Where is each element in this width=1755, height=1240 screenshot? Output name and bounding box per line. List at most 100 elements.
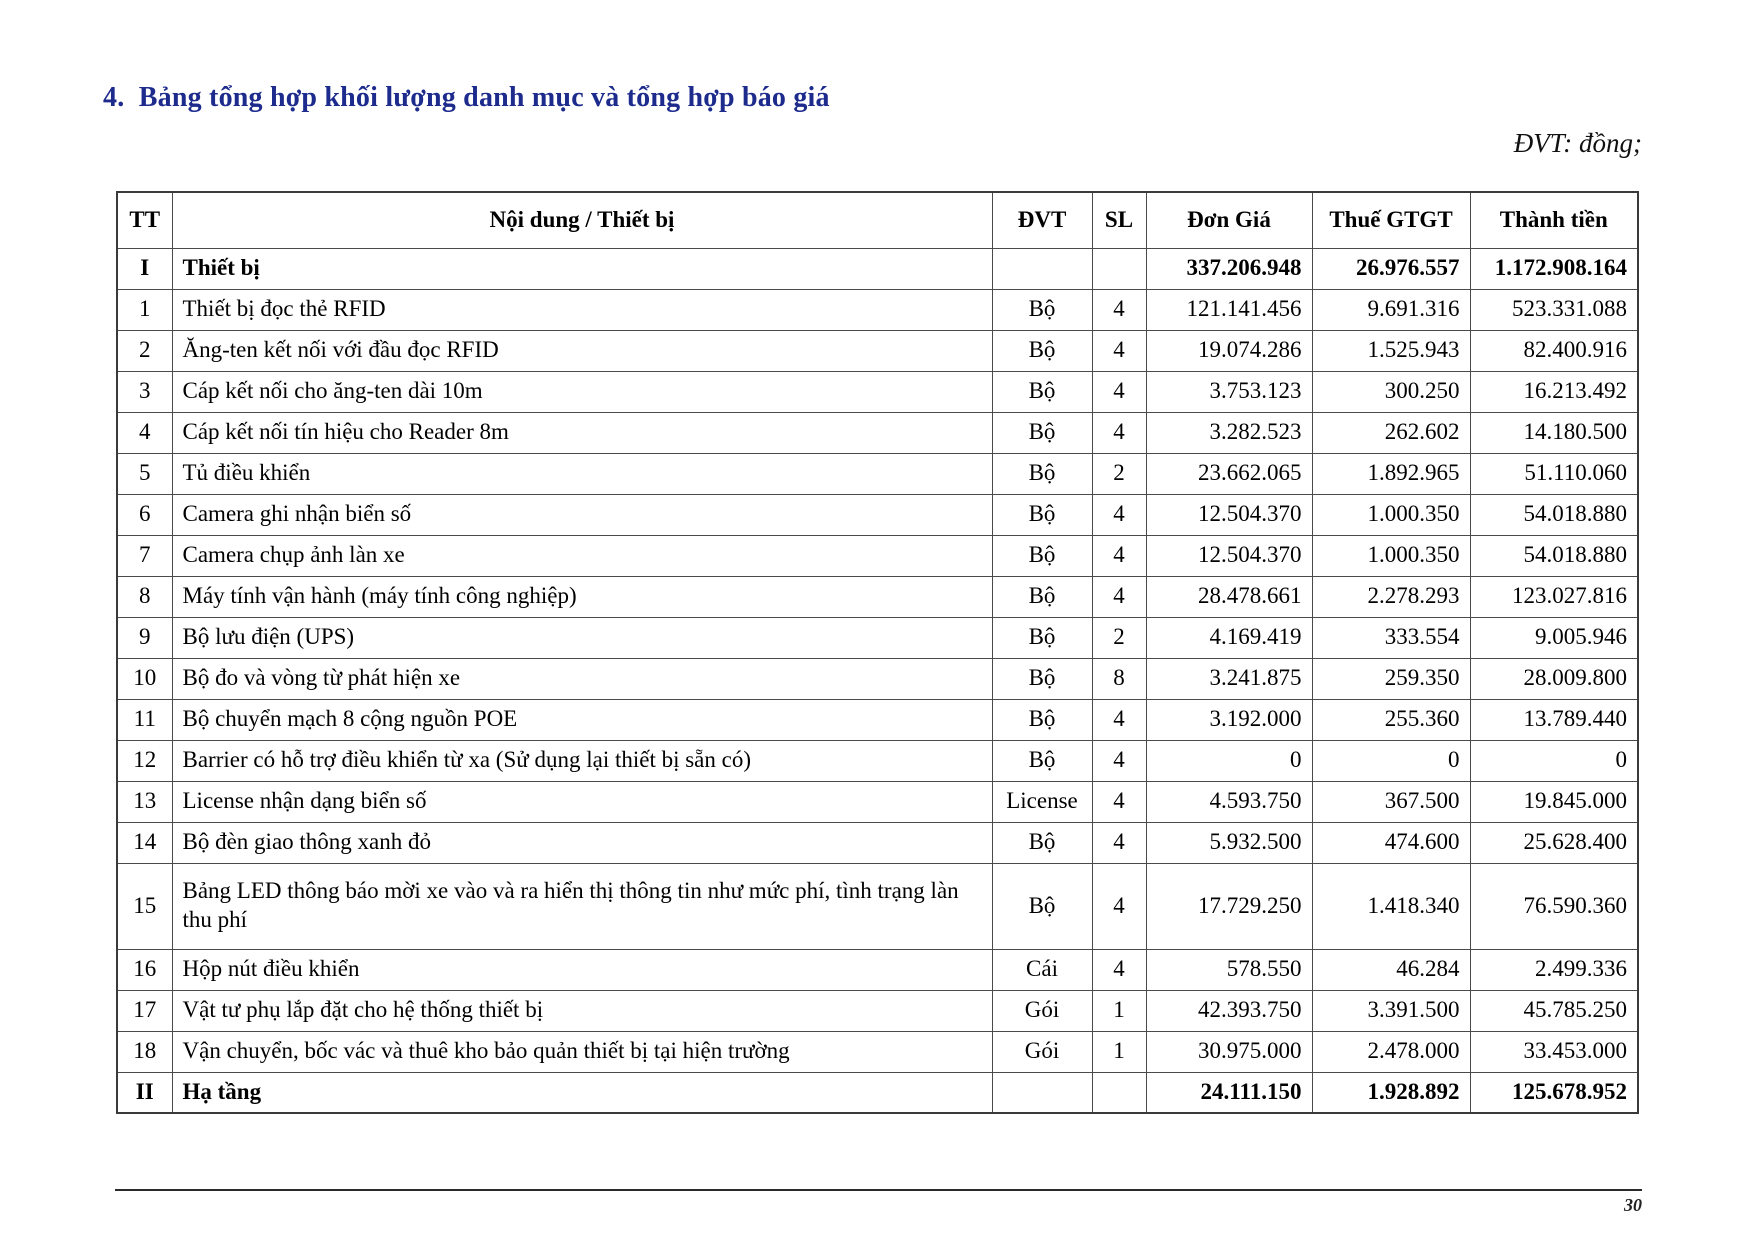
cell-sl: 4: [1091, 698, 1147, 741]
cell-tt: II: [116, 1071, 173, 1114]
cell-thue-gtgt: 333.554: [1311, 616, 1471, 659]
cell-dvt: Bộ: [991, 288, 1093, 331]
table-row: 10 Bộ đo và vòng từ phát hiện xe Bộ 8 3.241.…: [116, 657, 1639, 700]
cell-don-gia: 337.206.948: [1145, 247, 1313, 290]
cell-dvt: Bộ: [991, 493, 1093, 536]
cell-dvt: Bộ: [991, 575, 1093, 618]
cell-thanh-tien: 123.027.816: [1469, 575, 1639, 618]
cell-don-gia: 12.504.370: [1145, 534, 1313, 577]
column-header-sl: SL: [1091, 191, 1147, 249]
cell-sl: 1: [1091, 1030, 1147, 1073]
cell-tt: 13: [116, 780, 173, 823]
cell-sl: 4: [1091, 493, 1147, 536]
cell-content: Máy tính vận hành (máy tính công nghiệp): [171, 575, 993, 618]
table-row: 8 Máy tính vận hành (máy tính công nghiệp…: [116, 575, 1639, 618]
cell-thanh-tien: 54.018.880: [1469, 534, 1639, 577]
cell-content: Camera ghi nhận biển số: [171, 493, 993, 536]
cell-tt: 14: [116, 821, 173, 864]
cell-thue-gtgt: 255.360: [1311, 698, 1471, 741]
cell-thue-gtgt: 26.976.557: [1311, 247, 1471, 290]
column-header-thanh-tien: Thành tiền: [1469, 191, 1639, 249]
cell-content: Ăng-ten kết nối với đầu đọc RFID: [171, 329, 993, 372]
cell-thanh-tien: 82.400.916: [1469, 329, 1639, 372]
cell-content: Thiết bị đọc thẻ RFID: [171, 288, 993, 331]
table-row: 18 Vận chuyển, bốc vác và thuê kho bảo qu…: [116, 1030, 1639, 1073]
cell-sl: 4: [1091, 370, 1147, 413]
cell-content: Cáp kết nối tín hiệu cho Reader 8m: [171, 411, 993, 454]
cell-thanh-tien: 16.213.492: [1469, 370, 1639, 413]
cell-don-gia: 28.478.661: [1145, 575, 1313, 618]
cell-dvt: Bộ: [991, 698, 1093, 741]
cell-tt: 12: [116, 739, 173, 782]
cell-don-gia: 19.074.286: [1145, 329, 1313, 372]
cell-thanh-tien: 13.789.440: [1469, 698, 1639, 741]
cell-content: Thiết bị: [171, 247, 993, 290]
column-header-tt: TT: [116, 191, 173, 249]
cell-dvt: Bộ: [991, 452, 1093, 495]
cell-thanh-tien: 1.172.908.164: [1469, 247, 1639, 290]
cell-thue-gtgt: 367.500: [1311, 780, 1471, 823]
cell-sl: 4: [1091, 575, 1147, 618]
cell-tt: 11: [116, 698, 173, 741]
table-row: 7 Camera chụp ảnh làn xe Bộ 4 12.504.370 1.00…: [116, 534, 1639, 577]
section-title: 4. Bảng tổng hợp khối lượng danh mục và …: [103, 82, 830, 113]
cell-don-gia: 23.662.065: [1145, 452, 1313, 495]
cell-thue-gtgt: 1.525.943: [1311, 329, 1471, 372]
cell-don-gia: 5.932.500: [1145, 821, 1313, 864]
cell-tt: 2: [116, 329, 173, 372]
cell-thue-gtgt: 1.000.350: [1311, 493, 1471, 536]
cell-tt: 1: [116, 288, 173, 331]
cell-thanh-tien: 45.785.250: [1469, 989, 1639, 1032]
cell-thue-gtgt: 2.278.293: [1311, 575, 1471, 618]
cell-dvt: Bộ: [991, 862, 1093, 950]
cell-content: Cáp kết nối cho ăng-ten dài 10m: [171, 370, 993, 413]
cell-don-gia: 3.192.000: [1145, 698, 1313, 741]
cell-tt: 8: [116, 575, 173, 618]
cell-don-gia: 3.753.123: [1145, 370, 1313, 413]
cell-thanh-tien: 54.018.880: [1469, 493, 1639, 536]
cell-content: Hạ tầng: [171, 1071, 993, 1114]
cell-thanh-tien: 28.009.800: [1469, 657, 1639, 700]
table-body: I Thiết bị 337.206.948 26.976.557 1.172.908.…: [116, 247, 1639, 1114]
cell-sl: 2: [1091, 452, 1147, 495]
cell-content: Tủ điều khiển: [171, 452, 993, 495]
table-row: 6 Camera ghi nhận biển số Bộ 4 12.504.370 1.0…: [116, 493, 1639, 536]
cell-thanh-tien: 33.453.000: [1469, 1030, 1639, 1073]
cell-tt: 10: [116, 657, 173, 700]
cell-thanh-tien: 19.845.000: [1469, 780, 1639, 823]
cell-sl: 4: [1091, 288, 1147, 331]
cell-thue-gtgt: 1.892.965: [1311, 452, 1471, 495]
cell-don-gia: 121.141.456: [1145, 288, 1313, 331]
cell-thue-gtgt: 3.391.500: [1311, 989, 1471, 1032]
cell-content: Camera chụp ảnh làn xe: [171, 534, 993, 577]
cell-thanh-tien: 14.180.500: [1469, 411, 1639, 454]
table-row: 16 Hộp nút điều khiển Cái 4 578.550 46.284 2.4…: [116, 948, 1639, 991]
cell-content: Vận chuyển, bốc vác và thuê kho bảo quản…: [171, 1030, 993, 1073]
table-header: TT Nội dung / Thiết bị ĐVT SL Đơn Giá Th…: [116, 191, 1639, 249]
column-header-thue-gtgt: Thuế GTGT: [1311, 191, 1471, 249]
cell-dvt: Gói: [991, 1030, 1093, 1073]
cell-thanh-tien: 0: [1469, 739, 1639, 782]
cell-thanh-tien: 9.005.946: [1469, 616, 1639, 659]
cell-thue-gtgt: 9.691.316: [1311, 288, 1471, 331]
table-row: 5 Tủ điều khiển Bộ 2 23.662.065 1.892.965 51.1…: [116, 452, 1639, 495]
footer-divider: [115, 1189, 1642, 1191]
table-row: 12 Barrier có hỗ trợ điều khiển từ xa (Sử…: [116, 739, 1639, 782]
column-header-dvt: ĐVT: [991, 191, 1093, 249]
cell-don-gia: 42.393.750: [1145, 989, 1313, 1032]
cell-sl: 1: [1091, 989, 1147, 1032]
table-row: I Thiết bị 337.206.948 26.976.557 1.172.908.…: [116, 247, 1639, 290]
table-row: 2 Ăng-ten kết nối với đầu đọc RFID Bộ 4 19.0…: [116, 329, 1639, 372]
cell-dvt: Bộ: [991, 821, 1093, 864]
cell-dvt: [991, 247, 1093, 290]
cell-thue-gtgt: 2.478.000: [1311, 1030, 1471, 1073]
cell-thue-gtgt: 0: [1311, 739, 1471, 782]
cell-don-gia: 0: [1145, 739, 1313, 782]
table-row: 13 License nhận dạng biển số License 4 4.593…: [116, 780, 1639, 823]
cell-content: Vật tư phụ lắp đặt cho hệ thống thiết bị: [171, 989, 993, 1032]
cell-thue-gtgt: 262.602: [1311, 411, 1471, 454]
table-row: 1 Thiết bị đọc thẻ RFID Bộ 4 121.141.456 9.69…: [116, 288, 1639, 331]
cell-tt: 5: [116, 452, 173, 495]
table-row: 4 Cáp kết nối tín hiệu cho Reader 8m Bộ 4 3.…: [116, 411, 1639, 454]
cell-dvt: Bộ: [991, 329, 1093, 372]
